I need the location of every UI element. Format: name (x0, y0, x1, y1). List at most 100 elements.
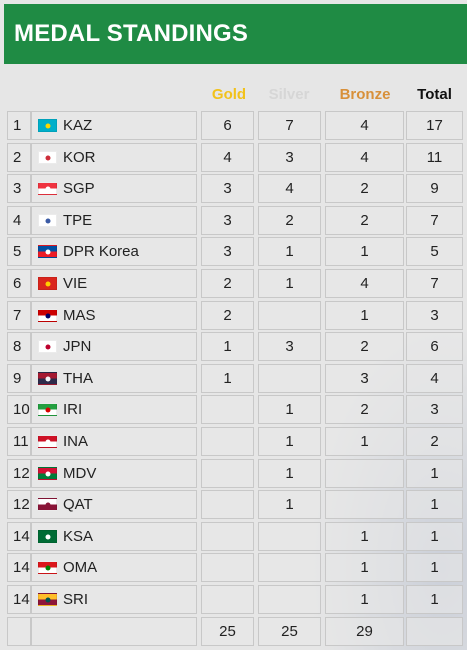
silver-count-cell: 1 (258, 395, 321, 424)
country-label: KSA (63, 528, 94, 545)
silver-count-cell (258, 301, 321, 330)
header-bar: MEDAL STANDINGS (4, 4, 467, 64)
qatar-flag-icon (38, 498, 57, 511)
country-cell: KOR (31, 143, 197, 172)
gold-count-cell: 6 (201, 111, 254, 140)
gold-count-cell: 2 (201, 301, 254, 330)
totals-blank-cell (7, 617, 31, 646)
north-korea-flag-icon (38, 245, 57, 258)
saudi-arabia-flag-icon (38, 530, 57, 543)
country-label: THA (63, 370, 93, 387)
country-cell: DPR Korea (31, 237, 197, 266)
total-count-cell: 2 (406, 427, 463, 456)
gold-count-cell (201, 522, 254, 551)
total-count-cell: 5 (406, 237, 463, 266)
total-count-cell: 4 (406, 364, 463, 393)
gold-count-cell (201, 427, 254, 456)
country-label: TPE (63, 212, 93, 229)
bronze-count-cell: 1 (325, 553, 404, 582)
country-label: SGP (63, 180, 95, 197)
total-count-cell: 1 (406, 522, 463, 551)
gold-count-cell: 3 (201, 237, 254, 266)
gold-count-cell: 4 (201, 143, 254, 172)
country-label: MDV (63, 465, 97, 482)
gold-count-cell (201, 585, 254, 614)
total-column-header: Total (417, 86, 452, 103)
country-cell: VIE (31, 269, 197, 298)
oman-flag-icon (38, 561, 57, 574)
silver-count-cell: 1 (258, 427, 321, 456)
total-count-cell: 1 (406, 459, 463, 488)
page-title: MEDAL STANDINGS (14, 20, 249, 47)
silver-count-cell: 1 (258, 269, 321, 298)
total-count-cell: 3 (406, 301, 463, 330)
silver-count-cell: 2 (258, 206, 321, 235)
gold-count-cell: 3 (201, 174, 254, 203)
gold-count-cell (201, 553, 254, 582)
bronze-count-cell: 2 (325, 206, 404, 235)
bronze-count-cell: 2 (325, 332, 404, 361)
bronze-count-cell: 1 (325, 237, 404, 266)
country-cell: MDV (31, 459, 197, 488)
country-cell: KAZ (31, 111, 197, 140)
rank-cell: 8 (7, 332, 31, 361)
gold-count-cell: 3 (201, 206, 254, 235)
bronze-count-cell: 4 (325, 269, 404, 298)
silver-count-cell: 3 (258, 332, 321, 361)
country-label: KAZ (63, 117, 93, 134)
rank-cell: 6 (7, 269, 31, 298)
rank-cell: 9 (7, 364, 31, 393)
chinese-taipei-flag-icon (38, 214, 57, 227)
bronze-count-cell: 1 (325, 522, 404, 551)
total-count-cell: 9 (406, 174, 463, 203)
singapore-flag-icon (38, 182, 57, 195)
gold-count-cell: 1 (201, 364, 254, 393)
country-cell: IRI (31, 395, 197, 424)
bronze-count-cell (325, 459, 404, 488)
country-label: JPN (63, 338, 92, 355)
silver-count-cell: 1 (258, 490, 321, 519)
bronze-count-cell: 2 (325, 174, 404, 203)
total-count-cell: 7 (406, 206, 463, 235)
country-cell: QAT (31, 490, 197, 519)
country-label: KOR (63, 149, 96, 166)
total-count-cell: 1 (406, 585, 463, 614)
rank-cell: 10 (7, 395, 31, 424)
rank-cell: 14 (7, 585, 31, 614)
total-count-cell: 1 (406, 553, 463, 582)
country-cell: THA (31, 364, 197, 393)
silver-count-cell: 1 (258, 459, 321, 488)
bronze-total-cell: 29 (325, 617, 404, 646)
bronze-count-cell: 4 (325, 143, 404, 172)
south-korea-flag-icon (38, 151, 57, 164)
iran-flag-icon (38, 403, 57, 416)
country-label: INA (63, 433, 89, 450)
gold-count-cell: 2 (201, 269, 254, 298)
country-label: VIE (63, 275, 88, 292)
bronze-column-header: Bronze (339, 86, 391, 103)
bronze-count-cell: 2 (325, 395, 404, 424)
country-label: SRI (63, 591, 89, 608)
country-label: DPR Korea (63, 243, 139, 260)
indonesia-flag-icon (38, 435, 57, 448)
malaysia-flag-icon (38, 309, 57, 322)
rank-cell: 4 (7, 206, 31, 235)
rank-cell: 12 (7, 459, 31, 488)
silver-count-cell (258, 522, 321, 551)
rank-cell: 7 (7, 301, 31, 330)
thailand-flag-icon (38, 372, 57, 385)
sri-lanka-flag-icon (38, 593, 57, 606)
rank-cell: 1 (7, 111, 31, 140)
country-cell: KSA (31, 522, 197, 551)
silver-column-header: Silver (268, 86, 310, 103)
country-cell: SRI (31, 585, 197, 614)
country-label: OMA (63, 559, 98, 576)
silver-count-cell: 7 (258, 111, 321, 140)
country-cell: SGP (31, 174, 197, 203)
gold-count-cell (201, 490, 254, 519)
rank-cell: 3 (7, 174, 31, 203)
total-count-cell: 1 (406, 490, 463, 519)
maldives-flag-icon (38, 467, 57, 480)
silver-count-cell (258, 585, 321, 614)
kazakhstan-flag-icon (38, 119, 57, 132)
